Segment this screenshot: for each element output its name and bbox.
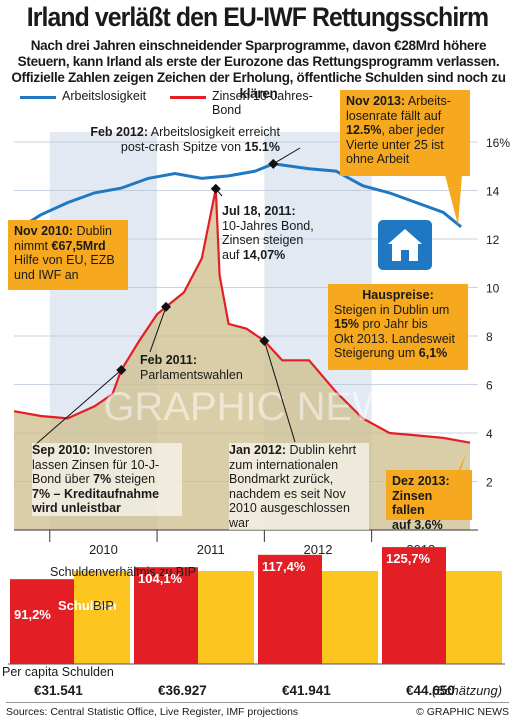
debt-bar-2010 (10, 579, 74, 664)
x-label-2011: 2011 (197, 542, 225, 557)
callout-feb2012: Feb 2012: Arbeitslosigkeit erreicht post… (90, 125, 280, 154)
legend-bond-label-1: Zinsen 10-Jahres- (212, 89, 313, 103)
footer: Sources: Central Statistic Office, Live … (6, 702, 509, 718)
watermark: GRAPHIC NEWS (103, 385, 416, 429)
y-tick-6: 6 (486, 379, 493, 393)
gdp-bar-2012 (322, 571, 378, 664)
leader-sep2010 (34, 369, 122, 446)
per-capita-value-2011: €36.927 (158, 683, 207, 698)
bond-line (13, 188, 471, 444)
credit: © GRAPHIC NEWS (416, 706, 509, 718)
per-capita-value-2013: €44.650 (406, 683, 455, 698)
marker-jul2011 (210, 183, 221, 194)
callout-feb2011: Feb 2011: Parlamentswahlen (140, 353, 243, 382)
debt-label: Schulden (58, 598, 117, 613)
marker-sep2010 (116, 364, 127, 375)
callout-hauspreise: Hauspreise: Steigen in Dublin um 15% pro… (328, 284, 468, 370)
page-title: Irland verläßt den EU-IWF Rettungsschirm (26, 2, 489, 32)
y-tick-12: 12 (486, 233, 500, 247)
marker-feb2011 (161, 301, 171, 312)
debt-bars (8, 547, 505, 665)
per-capita-label: Per capita Schulden (2, 665, 114, 679)
y-tick-16: 16% (486, 136, 510, 150)
debt-value-2012: 117,4% (262, 558, 306, 574)
y-tick-14: 14 (486, 185, 500, 199)
debt-value-2013: 125,7% (386, 551, 431, 567)
callout-jul2011: Jul 18, 2011: 10-Jahres Bond, Zinsen ste… (222, 204, 314, 262)
debt-bar-2012 (258, 554, 322, 664)
debt-value-2010: 91,2% (14, 607, 51, 623)
x-label-2012: 2012 (304, 542, 333, 557)
callout-dez2013: Dez 2013: Zinsen fallen auf 3.6% (386, 470, 472, 532)
callout-sep2010: Sep 2010: Investoren lassen Zinsen für 1… (32, 443, 182, 516)
marker-feb2012 (268, 158, 279, 169)
estimate-note: (Schätzung) (432, 683, 503, 698)
legend-bond-swatch (170, 96, 206, 99)
per-capita-value-2010: €31.541 (34, 683, 83, 698)
house-icon (378, 220, 432, 270)
unemployment-line (13, 162, 463, 233)
gdp-bar-2011 (198, 571, 254, 664)
gdp-bar-2010 (74, 571, 130, 664)
nov2013-pointer (445, 175, 462, 225)
x-label-2010: 2010 (89, 542, 118, 557)
event-markers (34, 147, 301, 446)
callout-nov2013: Nov 2013: Arbeits- losenrate fällt auf 1… (340, 90, 470, 176)
legend-unemployment-swatch (20, 96, 56, 99)
gdp-bar-2013 (446, 571, 502, 664)
y-tick-8: 8 (486, 330, 493, 344)
marker-jan2012 (259, 335, 270, 346)
y-tick-10: 10 (486, 282, 500, 296)
debt-value-2011: 104,1% (138, 571, 183, 587)
sources: Sources: Central Statistic Office, Live … (6, 706, 299, 718)
subtitle: Nach drei Jahren einschneidender Sparpro… (11, 38, 506, 101)
leader-feb2012 (273, 147, 301, 165)
leader-feb2011 (149, 306, 167, 353)
callout-jan2012: Jan 2012: Dublin kehrt zum international… (229, 443, 369, 530)
legend-bond-label-2: Bond (212, 103, 242, 117)
per-capita-value-2012: €41.941 (282, 683, 331, 698)
debt-chart-title: Schuldenverhältnis zu BIP (50, 565, 196, 579)
y-tick-2: 2 (486, 476, 493, 490)
legend-unemployment-label: Arbeitslosigkeit (62, 89, 147, 103)
debt-bar-2013 (382, 547, 446, 664)
gdp-label: BIP (93, 598, 114, 613)
leader-jan2012 (263, 340, 296, 443)
callout-nov2010: Nov 2010: Dublin nimmt €67,5Mrd Hilfe vo… (8, 220, 128, 290)
y-tick-4: 4 (486, 427, 493, 441)
debt-bar-2011 (134, 567, 198, 664)
y-axis-ticks: 2 4 6 8 10 12 14 16% (486, 136, 510, 490)
